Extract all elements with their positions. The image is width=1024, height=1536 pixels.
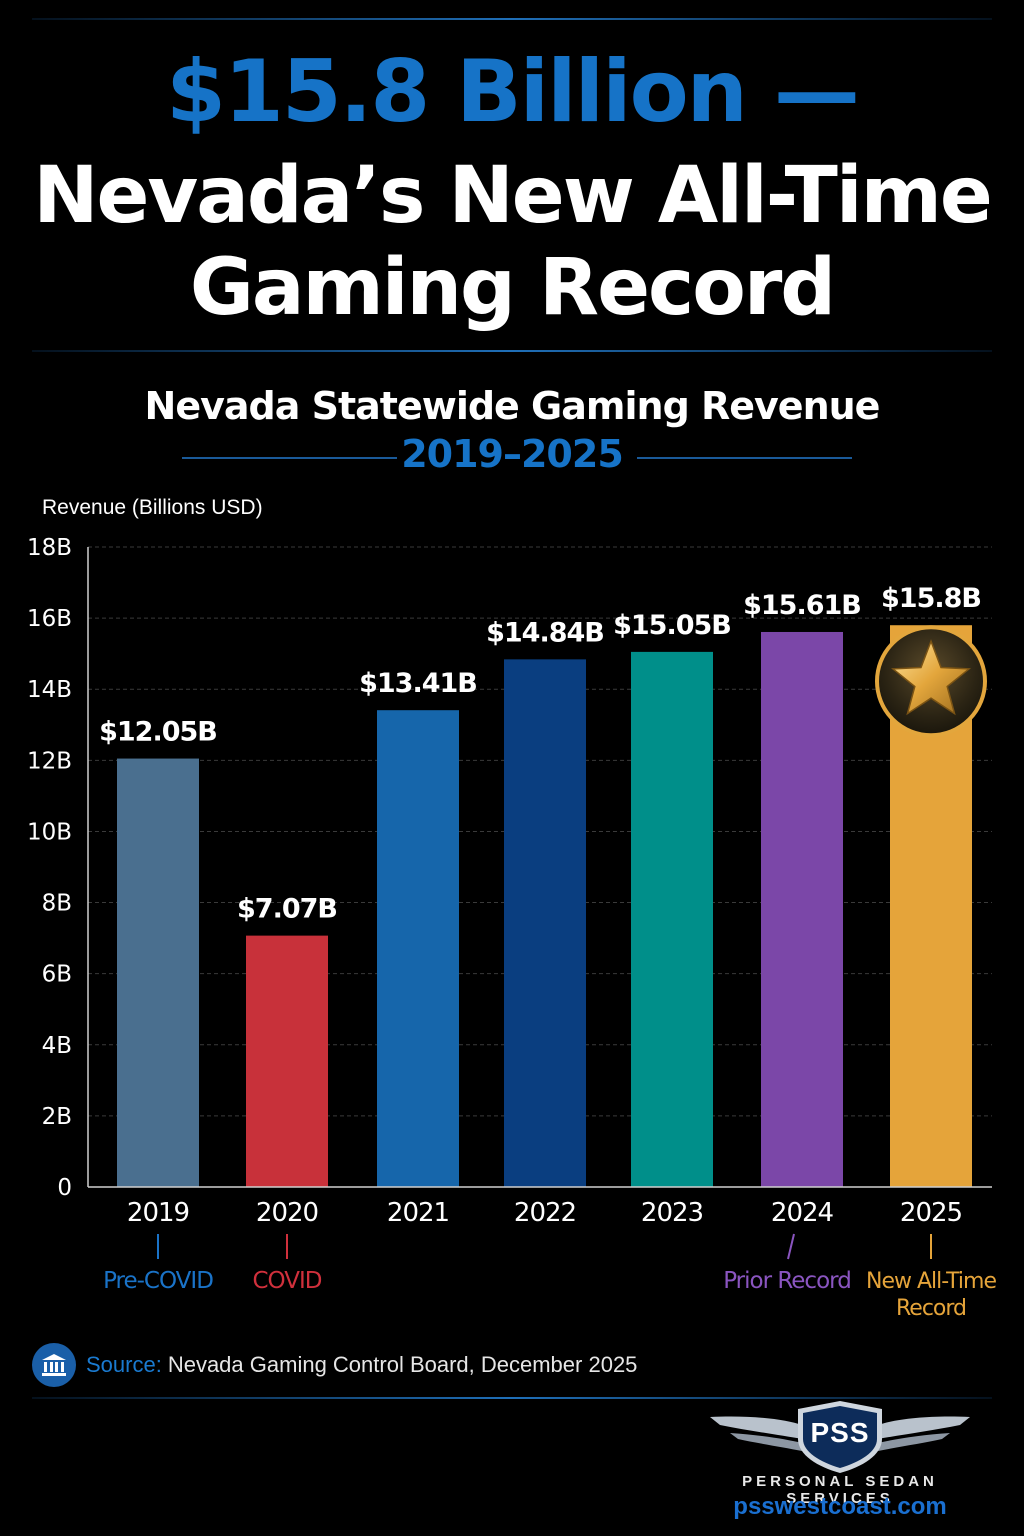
y-tick-label: 0 [57, 1175, 72, 1201]
headline-amount: $15.8 Billion — [166, 42, 860, 142]
footer-divider [32, 1397, 992, 1399]
headline-title: Nevada’s New All-Time Gaming Record [0, 150, 1024, 334]
data-label-2022: $14.84B [486, 617, 604, 648]
y-tick-label: 10B [27, 819, 72, 845]
bank-icon [32, 1343, 76, 1387]
annotation-connector [787, 1233, 795, 1260]
annotation-2025: Record [896, 1296, 966, 1321]
data-label-2023: $15.05B [613, 610, 731, 641]
winged-shield-icon [710, 1401, 970, 1473]
range-line-right [637, 457, 852, 459]
data-label-2019: $12.05B [99, 717, 217, 748]
brand-name: PERSONAL SEDAN SERVICES [742, 1473, 938, 1507]
chart-title: Nevada Statewide Gaming Revenue [144, 384, 881, 428]
y-tick-label: 18B [27, 535, 72, 561]
x-tick-label-2025: 2025 [900, 1198, 962, 1228]
header-divider [32, 350, 992, 352]
data-label-2025: $15.8B [881, 583, 981, 614]
bar-2021 [377, 710, 459, 1187]
x-tick-label-2023: 2023 [641, 1198, 703, 1228]
bar-chart: $12.05B $7.07B $13.41B $14.84B $15.05B $15.61… [27, 535, 998, 1321]
source-text: Nevada Gaming Control Board, December 20… [167, 1352, 638, 1377]
pss-logo: PSS PERSONAL SEDAN SERVICES psswestcoast… [690, 1395, 990, 1530]
x-tick-label-2021: 2021 [387, 1198, 449, 1228]
bar-2019 [117, 758, 199, 1187]
x-tick-label-2022: 2022 [514, 1198, 576, 1228]
y-tick-label: 8B [42, 891, 72, 917]
y-tick-label: 14B [27, 677, 72, 703]
annotation-2020: COVID [253, 1268, 322, 1294]
bar-2022 [504, 659, 586, 1187]
y-tick-label: 4B [42, 1033, 72, 1059]
annotation-2019: Pre-COVID [103, 1268, 213, 1294]
y-tick-label: 2B [42, 1104, 72, 1130]
annotation-2024: Prior Record [723, 1268, 851, 1294]
y-tick-label: 6B [42, 962, 72, 988]
x-tick-label-2024: 2024 [771, 1198, 834, 1228]
chart-year-range: 2019–2025 [401, 432, 624, 476]
data-label-2021: $13.41B [359, 668, 477, 699]
y-tick-label: 12B [27, 748, 72, 774]
y-axis-label: Revenue (Billions USD) [42, 496, 263, 519]
y-tick-label: 16B [27, 606, 72, 632]
data-label-2020: $7.07B [237, 894, 337, 925]
range-line-left [182, 457, 397, 459]
data-label-2024: $15.61B [743, 590, 861, 621]
source-label: Source: [86, 1352, 162, 1377]
annotation-2025: New All-Time [866, 1269, 996, 1294]
top-divider [32, 18, 992, 20]
logo-text: PSS [810, 1417, 870, 1448]
bar-2023 [631, 651, 713, 1187]
brand-url[interactable]: psswestcoast.com [733, 1493, 947, 1520]
x-tick-label-2019: 2019 [127, 1198, 189, 1228]
source-note: Source: Nevada Gaming Control Board, Dec… [32, 1343, 637, 1387]
x-tick-label-2020: 2020 [256, 1198, 318, 1228]
headline-line-2: Nevada’s New All-Time [33, 151, 993, 241]
bar-2024 [761, 631, 843, 1187]
gold-star-icon [875, 625, 987, 738]
headline-line-3: Gaming Record [189, 243, 836, 333]
bar-2020 [246, 935, 328, 1187]
